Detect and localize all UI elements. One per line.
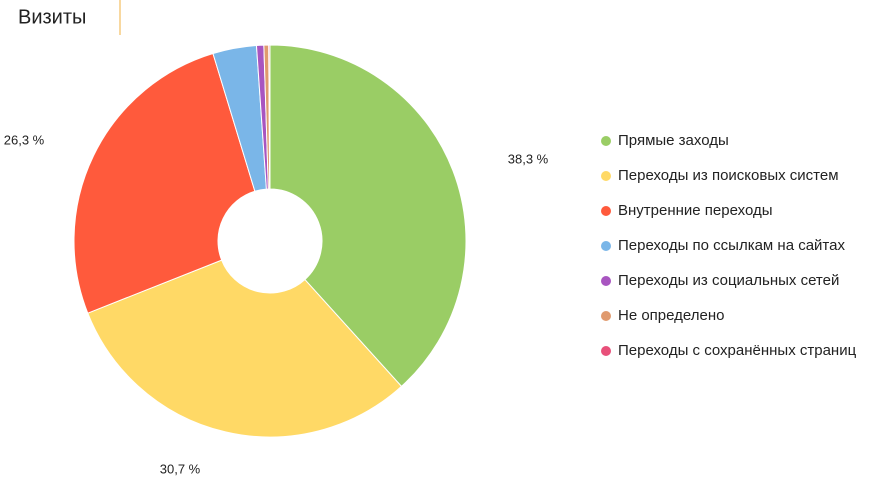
legend-marker — [601, 276, 611, 286]
slice — [268, 44, 271, 190]
slice — [269, 44, 467, 388]
legend-marker — [601, 206, 611, 216]
legend-label: Переходы с сохранённых страниц — [618, 342, 857, 359]
legend-marker — [601, 346, 611, 356]
legend-label: Переходы из социальных сетей — [618, 272, 839, 289]
legend-label: Не определено — [618, 307, 724, 324]
slice — [87, 259, 403, 438]
value-label: 26,3 % — [4, 132, 45, 147]
value-label: 38,3 % — [508, 151, 549, 166]
value-label: 30,7 % — [160, 461, 201, 476]
legend-marker — [601, 171, 611, 181]
legend-marker — [601, 136, 611, 146]
legend-label: Переходы по ссылкам на сайтах — [618, 237, 845, 254]
legend-label: Прямые заходы — [618, 132, 729, 149]
legend-marker — [601, 241, 611, 251]
legend-label: Внутренние переходы — [618, 202, 773, 219]
slice — [73, 52, 256, 314]
legend-label: Переходы из поисковых систем — [618, 167, 839, 184]
chart-title: Визиты — [18, 6, 86, 28]
legend-marker — [601, 311, 611, 321]
